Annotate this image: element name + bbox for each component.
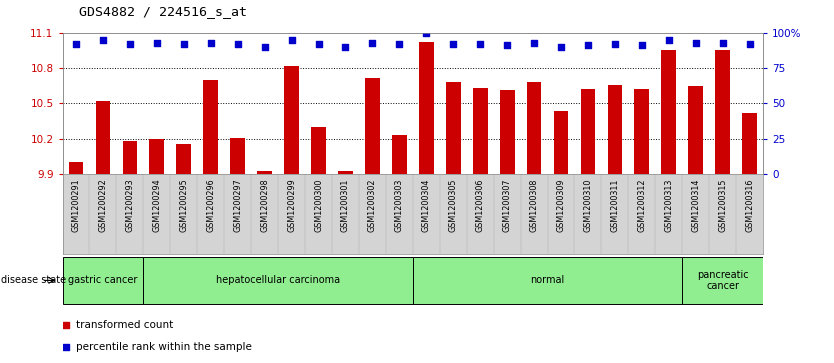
Text: GSM1200309: GSM1200309 [556,178,565,232]
Point [123,41,137,47]
Text: GSM1200291: GSM1200291 [72,178,81,232]
Text: normal: normal [530,276,565,285]
Bar [149,139,164,174]
Text: GSM1200307: GSM1200307 [503,178,511,232]
Bar [311,127,326,174]
Text: GSM1200308: GSM1200308 [530,178,539,232]
Bar [607,85,622,174]
Bar [392,135,407,174]
Text: GSM1200314: GSM1200314 [691,178,701,232]
Text: GSM1200315: GSM1200315 [718,178,727,232]
Text: GSM1200316: GSM1200316 [745,178,754,232]
Text: percentile rank within the sample: percentile rank within the sample [76,342,252,352]
Point [278,54,291,60]
Text: GSM1200313: GSM1200313 [665,178,673,232]
Bar [68,163,83,174]
Bar [473,88,488,174]
Text: pancreatic
cancer: pancreatic cancer [697,270,748,291]
Text: GDS4882 / 224516_s_at: GDS4882 / 224516_s_at [79,5,247,18]
Bar [716,50,730,174]
Point [177,41,190,47]
Text: GSM1200299: GSM1200299 [287,178,296,232]
Point [474,41,487,47]
Point [150,40,163,45]
Text: hepatocellular carcinoma: hepatocellular carcinoma [216,276,340,285]
Point [96,37,109,43]
Text: GSM1200292: GSM1200292 [98,178,108,232]
Text: GSM1200301: GSM1200301 [341,178,350,232]
Text: GSM1200295: GSM1200295 [179,178,188,232]
Text: GSM1200297: GSM1200297 [234,178,242,232]
Bar [635,89,650,174]
Point [278,252,291,258]
Bar [177,144,191,174]
Point [446,41,460,47]
Point [231,41,244,47]
Point [608,41,621,47]
Text: GSM1200296: GSM1200296 [206,178,215,232]
Text: GSM1200304: GSM1200304 [422,178,431,232]
Text: GSM1200298: GSM1200298 [260,178,269,232]
Point [69,41,83,47]
Bar [203,80,219,174]
Bar [63,257,143,304]
Point [366,40,379,45]
Bar [554,111,569,174]
Bar [527,82,541,174]
Point [500,42,514,48]
Text: GSM1200305: GSM1200305 [449,178,458,232]
Point [420,30,433,36]
Bar [284,66,299,174]
Bar [123,141,138,174]
Bar [230,138,245,174]
Point [312,41,325,47]
Text: GSM1200293: GSM1200293 [125,178,134,232]
Point [689,40,702,45]
Bar [143,257,413,304]
Text: GSM1200311: GSM1200311 [610,178,620,232]
Bar [338,171,353,174]
Point [662,37,676,43]
Bar [365,78,379,174]
Bar [413,257,682,304]
Text: GSM1200294: GSM1200294 [153,178,161,232]
Point [204,40,218,45]
Bar [682,257,763,304]
Text: GSM1200303: GSM1200303 [394,178,404,232]
Bar [446,82,460,174]
Point [393,41,406,47]
Bar [661,50,676,174]
Point [527,40,540,45]
Text: GSM1200310: GSM1200310 [584,178,592,232]
Point [716,40,730,45]
Bar [257,171,272,174]
Text: gastric cancer: gastric cancer [68,276,138,285]
Point [636,42,649,48]
Point [743,41,756,47]
Point [285,37,299,43]
Text: GSM1200302: GSM1200302 [368,178,377,232]
Text: GSM1200312: GSM1200312 [637,178,646,232]
Bar [419,42,434,174]
Text: GSM1200300: GSM1200300 [314,178,323,232]
Point [581,42,595,48]
Bar [688,86,703,174]
Bar [580,89,595,174]
Bar [742,113,757,174]
Bar [500,90,515,174]
Point [339,44,352,50]
Point [258,44,271,50]
Text: GSM1200306: GSM1200306 [475,178,485,232]
Bar [96,101,110,174]
Text: transformed count: transformed count [76,320,173,330]
Point [555,44,568,50]
Text: disease state: disease state [1,276,66,285]
